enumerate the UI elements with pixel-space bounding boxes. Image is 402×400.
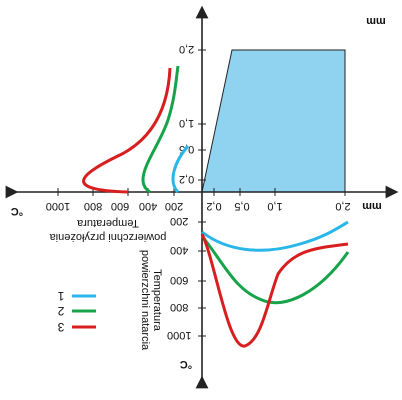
tick-label-bottom-3: 800 (170, 301, 188, 313)
tick-label-left-2: 600 (111, 200, 129, 212)
legend-label-1: 1 (57, 289, 64, 303)
tick-label-bottom-2: 600 (170, 274, 188, 286)
tick-label-right-1: 0,5 (234, 200, 249, 212)
left-title-line1: Temperatura (76, 217, 139, 229)
tick-label-top-2: 1,0 (179, 117, 194, 129)
left-curve-1 (171, 145, 190, 194)
tick-label-right-2: 1,0 (267, 200, 282, 212)
legend-label-3: 3 (57, 320, 64, 334)
unit-left: °C (11, 205, 23, 217)
tick-label-right-3: 2,0 (335, 200, 350, 212)
tick-label-left-3: 400 (139, 200, 157, 212)
left-horizontal-ticks: 1000 800 600 400 200 (46, 188, 183, 212)
tool-contact-area (201, 49, 346, 193)
bottom-curve-2 (200, 235, 350, 305)
tick-label-left-4: 200 (165, 200, 183, 212)
legend-label-2: 2 (57, 304, 64, 318)
unit-bottom: °C (180, 358, 192, 370)
tick-label-bottom-4: 1000 (167, 329, 191, 341)
left-curve-2 (141, 65, 180, 194)
tick-label-left-1: 800 (84, 200, 102, 212)
unit-right: mm (362, 200, 382, 212)
legend: 1 2 3 (57, 289, 96, 334)
tick-label-left-0: 1000 (46, 200, 70, 212)
tick-label-bottom-0: 200 (170, 215, 188, 227)
right-horizontal-ticks: 0,2 0,5 1,0 2,0 (206, 188, 351, 212)
tick-label-right-0: 0,2 (206, 200, 221, 212)
tick-label-bottom-1: 400 (170, 244, 188, 256)
bottom-curve-1 (201, 220, 349, 252)
left-title-line2: powierzchni przyłożenia (49, 231, 167, 243)
tick-label-top-3: 2,0 (179, 43, 194, 55)
tick-label-top-0: 0,2 (179, 173, 194, 185)
unit-top: mm (366, 15, 386, 27)
bottom-vertical-ticks: 200 400 600 800 1000 (167, 215, 206, 341)
bottom-title-line1: Temperatura (151, 269, 163, 332)
left-curve-3 (82, 67, 172, 194)
bottom-title-line2: powierzchni natarcia (139, 250, 151, 351)
bottom-curve-3 (200, 233, 349, 348)
